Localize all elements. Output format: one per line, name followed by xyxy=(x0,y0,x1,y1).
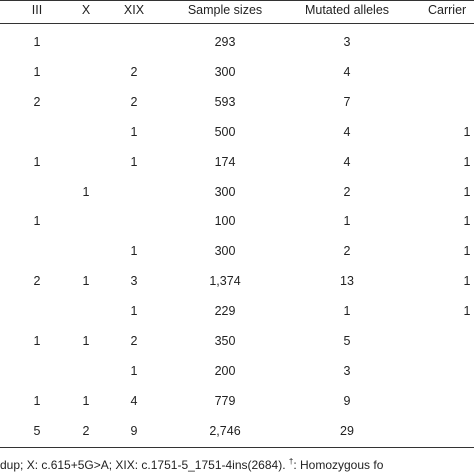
cell-mutated-alleles: 3 xyxy=(343,35,351,49)
cell-iii: 1 xyxy=(33,394,41,408)
table-footnote: dup; X: c.615+5G>A; XIX: c.1751-5_1751-4… xyxy=(0,457,383,472)
cell-carrier: 1 xyxy=(463,185,471,199)
cell-sample-size: 779 xyxy=(214,394,236,408)
top-rule xyxy=(0,0,474,1)
cell-mutated-alleles: 7 xyxy=(343,95,351,109)
cell-iii: 2 xyxy=(33,274,41,288)
cell-xix: 9 xyxy=(130,424,138,438)
cell-x: 1 xyxy=(82,394,90,408)
cell-mutated-alleles: 4 xyxy=(343,65,351,79)
footnote-dagger: † xyxy=(288,457,294,466)
cell-xix: 2 xyxy=(130,334,138,348)
cell-carrier: 1 xyxy=(463,244,471,258)
cell-mutated-alleles: 2 xyxy=(343,185,351,199)
cell-xix: 1 xyxy=(130,364,138,378)
cell-mutated-alleles: 4 xyxy=(343,125,351,139)
header-carrier: Carrier xyxy=(428,3,467,17)
cell-xix: 1 xyxy=(130,244,138,258)
cell-mutated-alleles: 5 xyxy=(343,334,351,348)
header-sample-sizes: Sample sizes xyxy=(187,3,263,17)
header-mutated-alleles: Mutated alleles xyxy=(304,3,390,17)
header-iii: III xyxy=(31,3,43,17)
cell-iii: 1 xyxy=(33,214,41,228)
cell-xix: 1 xyxy=(130,304,138,318)
cell-carrier: 1 xyxy=(463,125,471,139)
header-rule xyxy=(0,23,474,24)
cell-x: 1 xyxy=(82,185,90,199)
cell-sample-size: 300 xyxy=(214,244,236,258)
cell-mutated-alleles: 29 xyxy=(340,424,354,438)
cell-sample-size: 200 xyxy=(214,364,236,378)
cell-xix: 3 xyxy=(130,274,138,288)
footnote-after: : Homozygous fo xyxy=(293,458,384,472)
cell-carrier: 1 xyxy=(463,214,471,228)
bottom-rule xyxy=(0,447,474,448)
cell-sample-size: 293 xyxy=(214,35,236,49)
cell-iii: 2 xyxy=(33,95,41,109)
cell-carrier: 1 xyxy=(463,274,471,288)
cell-xix: 1 xyxy=(130,125,138,139)
cell-sample-size: 229 xyxy=(214,304,236,318)
cell-mutated-alleles: 1 xyxy=(343,304,351,318)
cell-mutated-alleles: 9 xyxy=(343,394,351,408)
cell-sample-size: 300 xyxy=(214,65,236,79)
cell-xix: 2 xyxy=(130,95,138,109)
cell-xix: 4 xyxy=(130,394,138,408)
cell-mutated-alleles: 4 xyxy=(343,155,351,169)
header-xix: XIX xyxy=(123,3,145,17)
cell-sample-size: 500 xyxy=(214,125,236,139)
cell-carrier: 1 xyxy=(463,304,471,318)
cell-x: 1 xyxy=(82,334,90,348)
cell-iii: 1 xyxy=(33,334,41,348)
cell-sample-size: 174 xyxy=(214,155,236,169)
cell-mutated-alleles: 1 xyxy=(343,214,351,228)
cell-xix: 1 xyxy=(130,155,138,169)
cell-iii: 1 xyxy=(33,35,41,49)
cell-sample-size: 300 xyxy=(214,185,236,199)
footnote-text: dup; X: c.615+5G>A; XIX: c.1751-5_1751-4… xyxy=(0,458,286,472)
cell-iii: 1 xyxy=(33,155,41,169)
cell-sample-size: 350 xyxy=(214,334,236,348)
cell-mutated-alleles: 3 xyxy=(343,364,351,378)
cell-sample-size: 1,374 xyxy=(209,274,241,288)
cell-sample-size: 593 xyxy=(214,95,236,109)
cell-iii: 5 xyxy=(33,424,41,438)
cell-x: 1 xyxy=(82,274,90,288)
cell-iii: 1 xyxy=(33,65,41,79)
cell-sample-size: 2,746 xyxy=(209,424,241,438)
cell-x: 2 xyxy=(82,424,90,438)
cell-sample-size: 100 xyxy=(214,214,236,228)
header-x: X xyxy=(81,3,91,17)
cell-carrier: 1 xyxy=(463,155,471,169)
cell-mutated-alleles: 13 xyxy=(340,274,354,288)
cell-xix: 2 xyxy=(130,65,138,79)
cell-mutated-alleles: 2 xyxy=(343,244,351,258)
